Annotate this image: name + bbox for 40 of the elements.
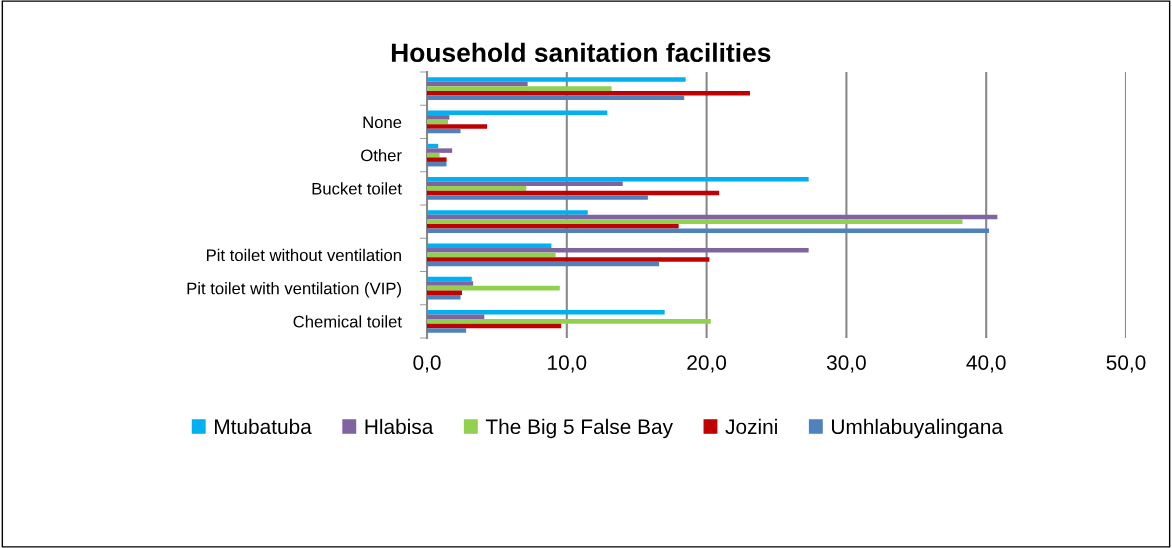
bar	[427, 161, 447, 167]
bar	[427, 115, 450, 120]
legend-label: Umhlabuyalingana	[832, 418, 1003, 439]
bar	[427, 95, 685, 100]
bar	[427, 152, 440, 158]
x-tick-label: 10,0	[548, 355, 587, 373]
y-tick-label: Pit toilet with ventilation (VIP)	[187, 282, 401, 298]
bar	[427, 77, 686, 82]
bar	[427, 148, 453, 153]
bar	[427, 248, 809, 253]
y-tick-label: Other	[361, 149, 402, 162]
legend-label: Mtubatuba	[215, 418, 312, 435]
x-tick-label: 20,0	[687, 355, 727, 373]
legend-label: The Big 5 False Bay	[485, 418, 673, 439]
x-tick-label: 0,0	[413, 355, 441, 373]
x-tick-label: 50,0	[1106, 355, 1146, 373]
bar	[427, 290, 462, 295]
bar	[427, 281, 474, 286]
bar	[427, 219, 963, 224]
y-tick-label: Pit toilet without ventilation	[206, 248, 401, 262]
bar	[427, 86, 612, 91]
bar	[427, 328, 467, 333]
bar	[427, 210, 588, 215]
y-tick-label: Chemical toilet	[293, 315, 402, 328]
bar	[427, 186, 527, 191]
bar	[427, 195, 648, 200]
y-tick-label: Bucket toilet	[312, 182, 402, 195]
y-tick-label: None	[363, 116, 402, 129]
legend-label: Jozini	[725, 418, 777, 435]
bar	[427, 319, 711, 324]
bar	[427, 177, 809, 182]
bar	[427, 124, 488, 129]
legend-label: Hlabisa	[365, 418, 434, 435]
bar	[427, 157, 447, 162]
bar	[427, 310, 665, 315]
bar	[427, 257, 710, 262]
x-tick-label: 30,0	[826, 355, 866, 373]
chart-title: Household sanitation facilities	[391, 42, 771, 63]
x-tick-label: 40,0	[966, 355, 1006, 373]
bar	[427, 228, 989, 233]
